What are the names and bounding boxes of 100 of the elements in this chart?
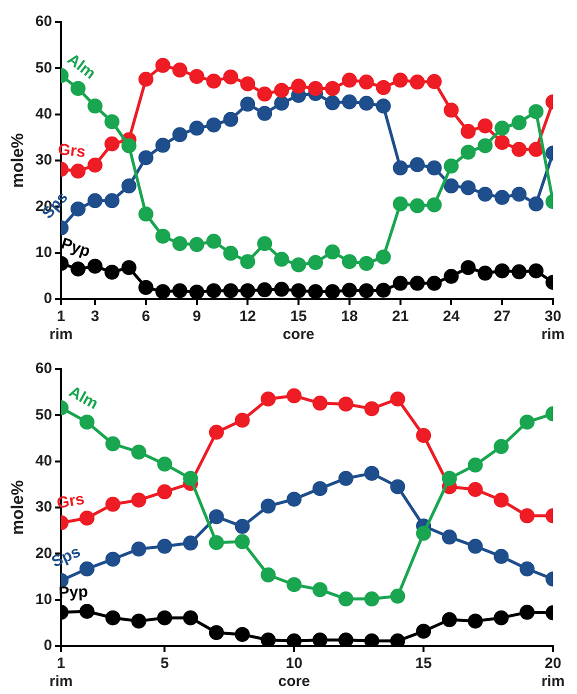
point <box>286 577 302 592</box>
point <box>494 439 509 454</box>
point <box>364 466 380 481</box>
point <box>79 604 94 619</box>
point <box>189 120 204 136</box>
point <box>70 80 86 96</box>
point <box>104 114 120 130</box>
point <box>105 496 120 512</box>
point <box>155 138 170 153</box>
point <box>183 470 198 486</box>
point <box>324 80 340 96</box>
point <box>157 610 172 626</box>
point <box>157 538 172 554</box>
point <box>312 396 328 411</box>
point <box>121 138 136 154</box>
point <box>494 190 510 205</box>
y-tick-label: 50 <box>35 406 52 424</box>
point <box>155 284 170 299</box>
point <box>460 144 476 160</box>
point <box>478 118 493 134</box>
text: Pyp <box>58 235 92 261</box>
point <box>260 567 276 582</box>
point <box>478 186 493 202</box>
point <box>324 244 340 260</box>
point <box>234 412 250 428</box>
x-tick-label: 5 <box>160 655 169 672</box>
point <box>291 257 306 272</box>
y-tick-label: 10 <box>35 590 52 608</box>
point <box>274 252 290 267</box>
point <box>312 582 328 598</box>
point <box>157 484 172 500</box>
y-tick-label: 60 <box>35 13 52 30</box>
point <box>189 68 204 84</box>
point <box>208 535 224 550</box>
point <box>444 102 459 118</box>
point <box>426 74 442 90</box>
point <box>442 530 457 545</box>
point <box>426 197 442 212</box>
point <box>223 69 238 84</box>
y-tick-label: 30 <box>35 498 52 516</box>
point <box>138 150 154 166</box>
point <box>376 98 391 114</box>
point <box>342 72 357 88</box>
point <box>528 142 544 157</box>
point <box>138 206 154 222</box>
point <box>286 633 302 646</box>
point <box>172 236 188 252</box>
y-axis-title: mole% <box>8 480 27 535</box>
point <box>308 284 324 299</box>
point <box>338 591 354 606</box>
point <box>416 526 432 541</box>
point <box>468 538 483 554</box>
point <box>88 193 103 208</box>
point <box>512 186 527 202</box>
point <box>291 283 306 298</box>
point <box>131 492 146 508</box>
point <box>520 561 535 576</box>
point <box>206 283 222 298</box>
point <box>444 178 459 194</box>
point <box>442 470 457 486</box>
x-tick-label: 12 <box>239 308 256 326</box>
text: Grs <box>57 141 86 162</box>
point <box>390 392 406 407</box>
point <box>342 94 357 110</box>
point <box>494 120 510 136</box>
point <box>274 282 290 297</box>
point <box>358 96 374 111</box>
point <box>121 178 136 194</box>
point <box>494 548 509 564</box>
point <box>468 614 483 629</box>
point <box>358 256 374 271</box>
point <box>104 136 120 152</box>
point <box>392 276 408 291</box>
point <box>208 625 224 640</box>
point <box>183 536 198 551</box>
point <box>494 134 510 150</box>
point <box>70 201 86 216</box>
point <box>520 604 535 620</box>
y-tick-label: 40 <box>35 105 52 122</box>
point <box>390 633 406 646</box>
y-axis-title: mole% <box>8 133 27 188</box>
point <box>286 388 302 404</box>
x-tick-label: 24 <box>442 308 460 326</box>
y-tick-label: 60 <box>35 360 52 378</box>
point <box>308 255 324 270</box>
y-tick-label: 50 <box>35 59 52 76</box>
point <box>131 542 146 557</box>
point <box>338 632 354 646</box>
point <box>260 498 276 514</box>
point <box>478 138 493 154</box>
point <box>79 510 94 526</box>
point <box>426 160 442 176</box>
point <box>512 142 527 157</box>
point <box>342 254 357 270</box>
point <box>155 228 170 244</box>
point <box>468 458 483 473</box>
x-tick-label: 18 <box>341 308 358 326</box>
point <box>308 80 324 96</box>
point <box>410 157 425 172</box>
point <box>520 414 535 430</box>
